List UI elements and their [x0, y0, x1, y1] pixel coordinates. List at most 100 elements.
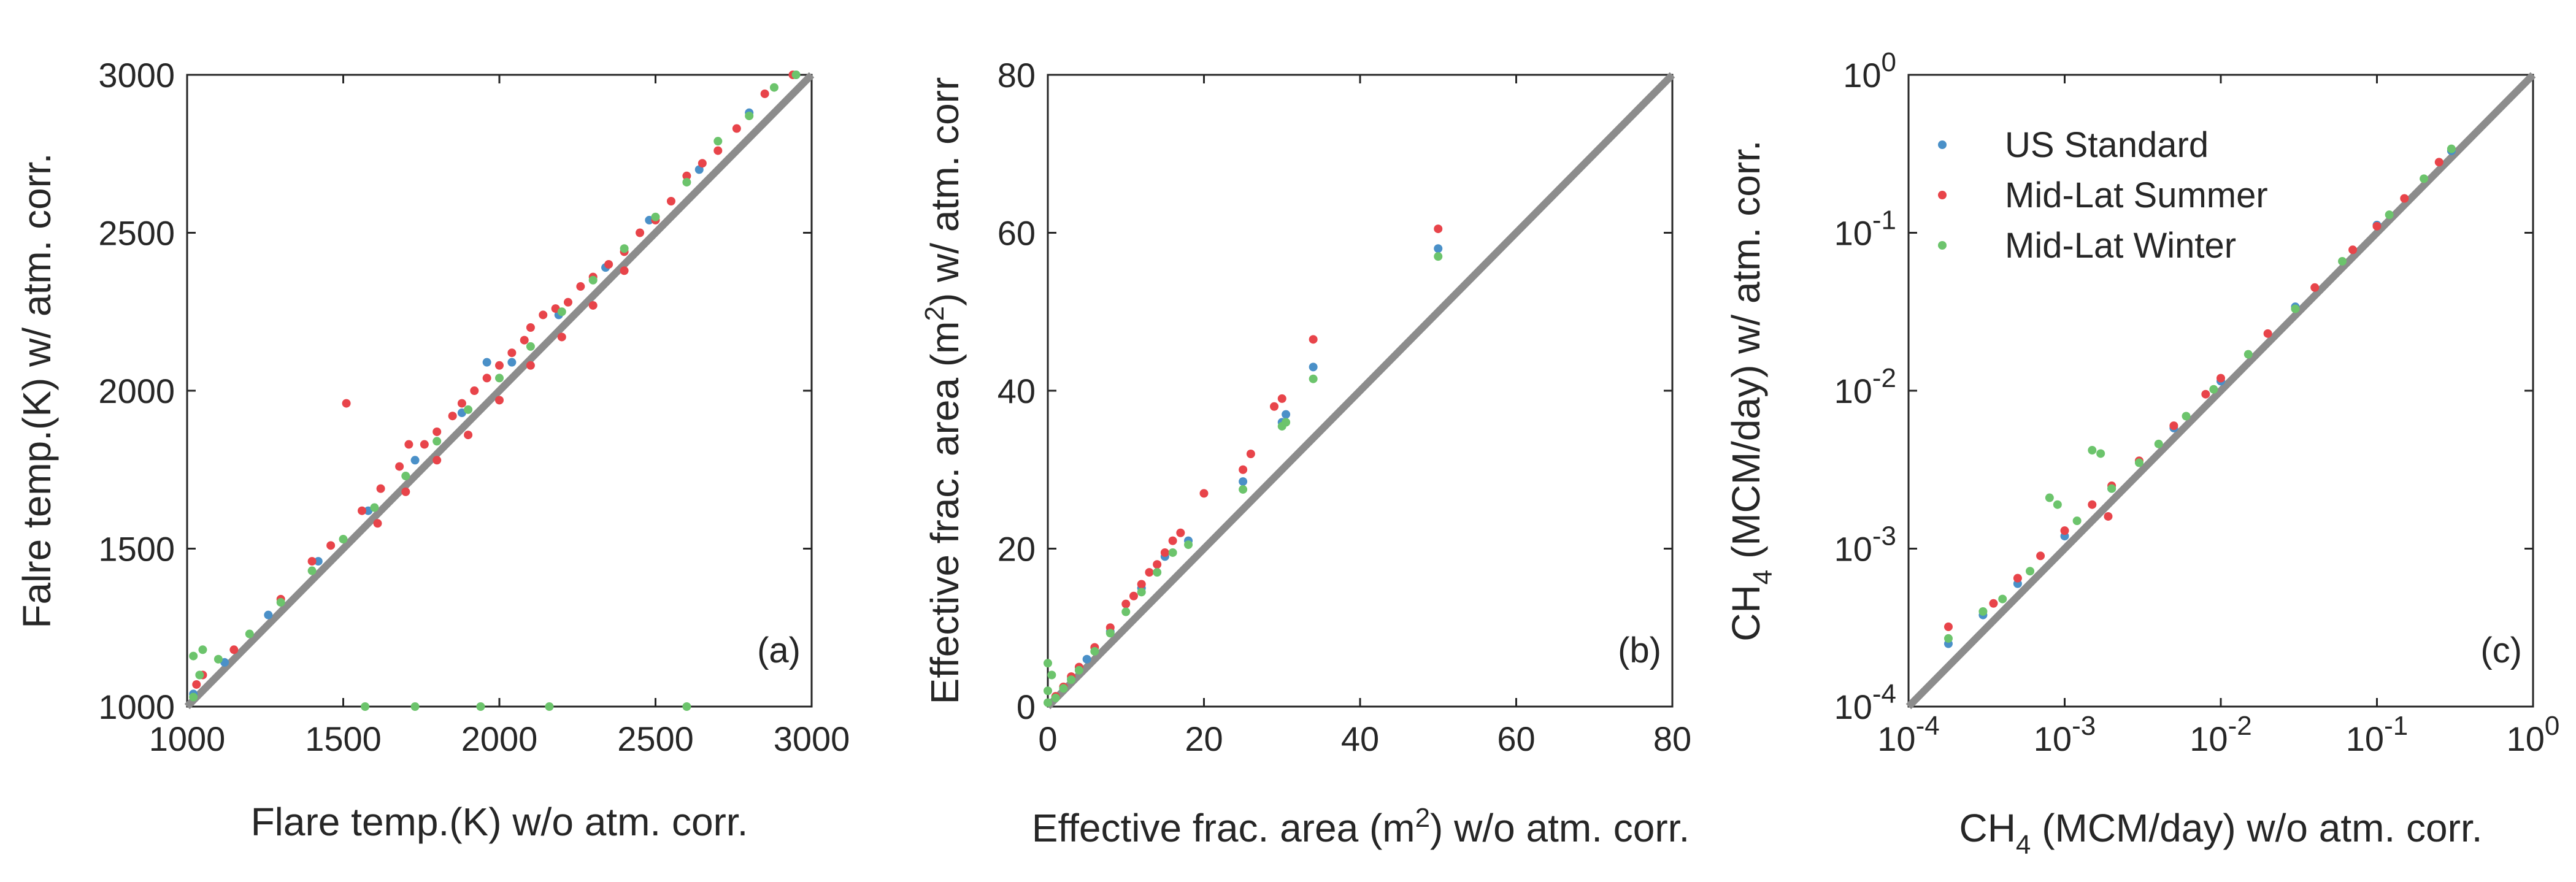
point-mid-lat-summer: [520, 336, 529, 345]
point-mid-lat-winter: [682, 702, 691, 711]
panel-b-ylabel-part2: ) w/ atm. corr: [923, 77, 967, 306]
point-mid-lat-summer: [682, 171, 691, 180]
point-mid-lat-winter: [1059, 684, 1068, 693]
point-mid-lat-summer: [307, 557, 317, 566]
panel-a-xtick-label: 1000: [149, 719, 226, 758]
panel-a-ytick-label: 2500: [98, 214, 175, 253]
panel-a-xlabel: Flare temp.(K) w/o atm. corr.: [251, 800, 748, 844]
point-mid-lat-summer: [1309, 335, 1318, 344]
point-mid-lat-summer: [482, 374, 491, 383]
point-mid-lat-winter: [1153, 568, 1162, 577]
point-mid-lat-winter: [620, 244, 629, 253]
panel-c-ticks: 10-4 10-3 10-2 10-1 100 10-4 10-3 10-2 10-1 100: [1834, 47, 2560, 758]
panel-a-xtick-label: 2500: [617, 719, 694, 758]
panel-c-ylabel: CH4 (MCM/day) w/ atm. corr.: [1724, 140, 1778, 641]
panel-c-legend: US Standard Mid-Lat Summer Mid-Lat Winte…: [1938, 125, 2268, 266]
point-mid-lat-summer: [342, 399, 351, 408]
point-mid-lat-summer: [526, 323, 535, 332]
point-mid-lat-summer: [1129, 591, 1138, 600]
point-mid-lat-summer: [495, 361, 504, 370]
panel-b-points: [1044, 224, 1443, 707]
point-mid-lat-summer: [526, 361, 535, 370]
panel-c-xtick-label: 10-2: [2190, 711, 2251, 758]
panel-b-ytick-label: 80: [998, 56, 1036, 94]
point-mid-lat-summer: [1168, 536, 1177, 545]
point-mid-lat-summer: [358, 506, 367, 515]
point-mid-lat-summer: [192, 680, 201, 689]
point-mid-lat-winter: [2053, 500, 2062, 509]
point-us-standard: [1434, 244, 1443, 253]
point-mid-lat-summer: [373, 519, 382, 528]
point-mid-lat-summer: [470, 386, 479, 395]
point-mid-lat-winter: [276, 598, 285, 607]
point-us-standard: [1309, 362, 1318, 372]
point-mid-lat-summer: [1121, 599, 1131, 608]
point-mid-lat-summer: [2310, 283, 2320, 292]
point-mid-lat-winter: [1105, 629, 1115, 638]
panel-a-ytick-label: 3000: [98, 56, 175, 94]
point-us-standard: [410, 456, 420, 465]
panel-c: 10-4 10-3 10-2 10-1 100 10-4 10-3 10-2 10-1 100 (…: [1724, 47, 2559, 860]
panel-b-ytick-label: 20: [998, 530, 1036, 569]
point-mid-lat-winter: [2420, 174, 2429, 183]
panel-c-ytick-label: 10-2: [1834, 363, 1896, 410]
panel-b-ytick-label: 60: [998, 214, 1036, 253]
point-mid-lat-summer: [2013, 573, 2022, 583]
point-mid-lat-summer: [2348, 245, 2358, 255]
point-mid-lat-winter: [2243, 350, 2253, 359]
point-mid-lat-summer: [539, 310, 548, 320]
point-mid-lat-summer: [1239, 465, 1248, 474]
point-mid-lat-summer: [557, 332, 566, 342]
legend-label-mid-lat-summer: Mid-Lat Summer: [2005, 175, 2268, 215]
panel-b-xlabel-part1: Effective frac. area (m: [1032, 806, 1415, 850]
point-mid-lat-winter: [307, 566, 317, 575]
point-mid-lat-summer: [1434, 224, 1443, 234]
point-mid-lat-winter: [213, 654, 223, 664]
point-mid-lat-winter: [2291, 304, 2300, 313]
point-mid-lat-winter: [198, 645, 207, 654]
point-mid-lat-winter: [2026, 567, 2035, 576]
panel-c-xtick-label: 100: [2507, 711, 2560, 758]
point-mid-lat-summer: [1137, 580, 1146, 589]
point-mid-lat-summer: [2434, 158, 2443, 167]
legend-marker-mid-lat-summer: [1938, 191, 1947, 199]
point-mid-lat-summer: [2088, 500, 2097, 509]
panel-b-xlabel-part2: ) w/o atm. corr.: [1430, 806, 1690, 850]
panel-b-xtick-label: 40: [1341, 719, 1379, 758]
point-mid-lat-summer: [1277, 394, 1286, 403]
point-mid-lat-summer: [464, 431, 473, 440]
point-mid-lat-winter: [2338, 256, 2347, 266]
point-mid-lat-summer: [666, 197, 675, 205]
point-mid-lat-summer: [713, 146, 723, 155]
panel-b-ytick-label: 40: [998, 372, 1036, 410]
point-mid-lat-summer: [395, 462, 404, 471]
point-mid-lat-summer: [1153, 560, 1162, 569]
panel-c-xlabel: CH4 (MCM/day) w/o atm. corr.: [1959, 806, 2482, 860]
point-mid-lat-summer: [588, 301, 598, 310]
point-mid-lat-winter: [1978, 607, 1988, 616]
panel-c-label: (c): [2480, 631, 2522, 670]
panel-c-ytick-label: 10-3: [1834, 521, 1896, 569]
point-mid-lat-summer: [2036, 551, 2045, 561]
point-mid-lat-winter: [189, 692, 198, 702]
panel-c-xlabel-part2: (MCM/day) w/o atm. corr.: [2031, 806, 2482, 850]
point-us-standard: [264, 610, 273, 619]
point-us-standard: [1239, 477, 1248, 486]
point-mid-lat-winter: [2072, 516, 2082, 526]
panel-b-xlabel-sup: 2: [1415, 803, 1430, 833]
point-mid-lat-summer: [376, 484, 385, 493]
point-mid-lat-summer: [401, 487, 410, 496]
legend-marker-mid-lat-winter: [1938, 241, 1947, 250]
point-mid-lat-winter: [745, 111, 754, 120]
point-mid-lat-winter: [1434, 252, 1443, 261]
point-us-standard: [313, 557, 323, 566]
point-mid-lat-winter: [2154, 439, 2163, 448]
panel-a-reference-line: [184, 72, 815, 710]
point-us-standard: [507, 358, 517, 367]
point-mid-lat-summer: [420, 440, 429, 449]
point-mid-lat-winter: [1282, 418, 1291, 427]
point-mid-lat-winter: [1051, 693, 1060, 702]
point-mid-lat-winter: [195, 670, 204, 680]
point-mid-lat-summer: [433, 427, 442, 436]
point-mid-lat-summer: [1944, 622, 1953, 631]
